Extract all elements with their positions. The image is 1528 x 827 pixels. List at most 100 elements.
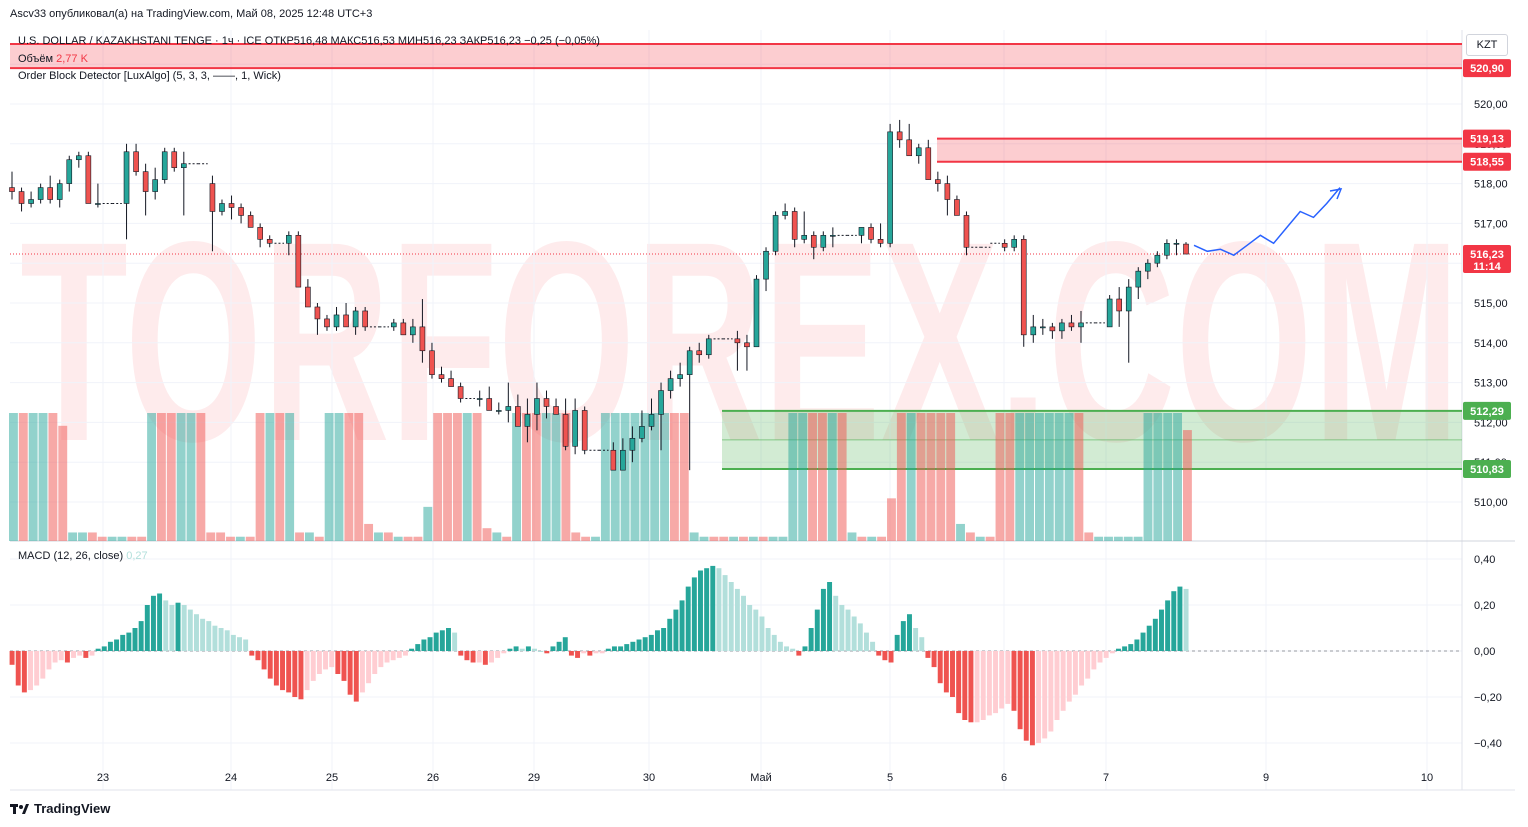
volume-bar bbox=[719, 536, 729, 541]
price-label-text: 518,55 bbox=[1470, 157, 1504, 169]
volume-bar bbox=[78, 532, 87, 541]
volume-bar bbox=[166, 413, 176, 541]
candle-body bbox=[1020, 239, 1027, 336]
price-tick-label: 518,00 bbox=[1474, 179, 1508, 191]
candle-body bbox=[419, 326, 426, 352]
macd-bar bbox=[1017, 651, 1023, 730]
macd-bar bbox=[728, 582, 734, 651]
volume-bar bbox=[1113, 536, 1123, 541]
price-label-bg bbox=[1463, 401, 1511, 420]
macd-bar bbox=[163, 600, 169, 651]
symbol-legend[interactable]: U.S. DOLLAR / KAZAKHSTANI TENGE · 1ч · I… bbox=[18, 35, 600, 47]
volume-bar bbox=[778, 536, 788, 541]
volume-bar bbox=[591, 536, 600, 541]
macd-bar bbox=[784, 646, 790, 651]
price-label-text: 510,83 bbox=[1470, 464, 1504, 476]
candle-body bbox=[343, 314, 349, 328]
volume-bar bbox=[808, 413, 817, 541]
macd-bar bbox=[796, 651, 802, 656]
volume-legend[interactable]: Объём 2,77 K bbox=[18, 53, 88, 65]
macd-bar bbox=[950, 651, 955, 697]
candle-body bbox=[553, 406, 559, 415]
price-label-bg bbox=[1463, 459, 1511, 478]
macd-bar bbox=[605, 648, 611, 651]
macd-bar bbox=[790, 648, 796, 651]
tradingview-logo[interactable]: TradingView bbox=[10, 801, 110, 816]
macd-bar bbox=[648, 634, 654, 651]
volume-bar bbox=[956, 523, 965, 541]
macd-bar bbox=[433, 632, 439, 651]
macd-bar bbox=[89, 651, 95, 656]
candle-body bbox=[686, 350, 693, 375]
candle-body bbox=[152, 179, 158, 192]
candle-body bbox=[410, 326, 416, 336]
candle-body bbox=[448, 378, 454, 387]
volume-bar bbox=[610, 413, 620, 541]
macd-bar bbox=[562, 637, 568, 651]
volume-bar bbox=[206, 532, 216, 541]
candle-body bbox=[1068, 322, 1075, 328]
macd-bar bbox=[888, 651, 894, 663]
currency-button[interactable]: KZT bbox=[1466, 34, 1508, 56]
macd-bar bbox=[273, 651, 279, 686]
macd-bar bbox=[630, 641, 636, 651]
macd-bar bbox=[28, 651, 33, 691]
macd-bar bbox=[593, 651, 599, 654]
publisher-line: Ascv33 опубликовал(а) на TradingView.com… bbox=[10, 8, 373, 20]
macd-bar bbox=[329, 651, 335, 668]
volume-bar bbox=[827, 413, 837, 541]
candle-body bbox=[610, 449, 617, 471]
candle-body bbox=[543, 398, 550, 407]
candle-body bbox=[457, 386, 464, 399]
macd-bar bbox=[919, 637, 925, 651]
candle-body bbox=[1059, 322, 1065, 332]
volume-bar bbox=[739, 536, 748, 541]
candle-body bbox=[1106, 298, 1113, 328]
axes[interactable]: 510,00511,00512,00513,00514,00515,00516,… bbox=[97, 59, 1511, 784]
volume-bar bbox=[1094, 536, 1104, 541]
macd-bar bbox=[1011, 651, 1017, 711]
candle-body bbox=[935, 179, 941, 184]
forecast-path bbox=[1193, 187, 1343, 257]
volume-bar bbox=[1054, 413, 1064, 541]
candle-body bbox=[95, 203, 101, 205]
macd-bar bbox=[144, 605, 150, 651]
macd-bar bbox=[741, 595, 746, 651]
macd-bar bbox=[46, 651, 52, 670]
macd-bar bbox=[230, 634, 236, 651]
volume-bar bbox=[877, 536, 887, 541]
macd-bar bbox=[599, 651, 605, 654]
volume-bar bbox=[117, 536, 127, 541]
macd-bar bbox=[95, 648, 101, 651]
price-tick-label: 514,00 bbox=[1474, 338, 1508, 350]
macd-bar bbox=[21, 651, 27, 693]
candle-body bbox=[486, 398, 493, 411]
volume-bar bbox=[867, 536, 877, 541]
macd-bar bbox=[261, 651, 267, 670]
macd-bar bbox=[833, 595, 839, 651]
macd-bar bbox=[673, 609, 679, 651]
volume-bar bbox=[1035, 413, 1044, 541]
candle-body bbox=[830, 235, 836, 237]
macd-bar bbox=[1079, 651, 1085, 686]
price-tick-label: 513,00 bbox=[1474, 378, 1508, 390]
time-tick-label: 26 bbox=[427, 772, 439, 784]
price-tick-label: 517,00 bbox=[1474, 218, 1508, 230]
volume-bar bbox=[1183, 430, 1192, 541]
macd-bar bbox=[187, 609, 193, 651]
macd-bar bbox=[802, 646, 808, 651]
volume-bar bbox=[640, 413, 650, 541]
indicator-legend[interactable]: Order Block Detector [LuxAlgo] (5, 3, 3,… bbox=[18, 70, 281, 82]
candle-body bbox=[352, 310, 359, 328]
candle-body bbox=[247, 215, 254, 228]
volume-bar bbox=[817, 413, 827, 541]
volume-bar bbox=[443, 413, 452, 541]
volume-bar bbox=[630, 413, 640, 541]
macd-bar bbox=[402, 651, 408, 656]
volume-bar bbox=[364, 523, 374, 541]
candle-body bbox=[1173, 243, 1180, 245]
volume-bar bbox=[324, 413, 334, 541]
macd-legend[interactable]: MACD (12, 26, close) 0,27 bbox=[18, 550, 148, 562]
volume-bar bbox=[1025, 413, 1035, 541]
